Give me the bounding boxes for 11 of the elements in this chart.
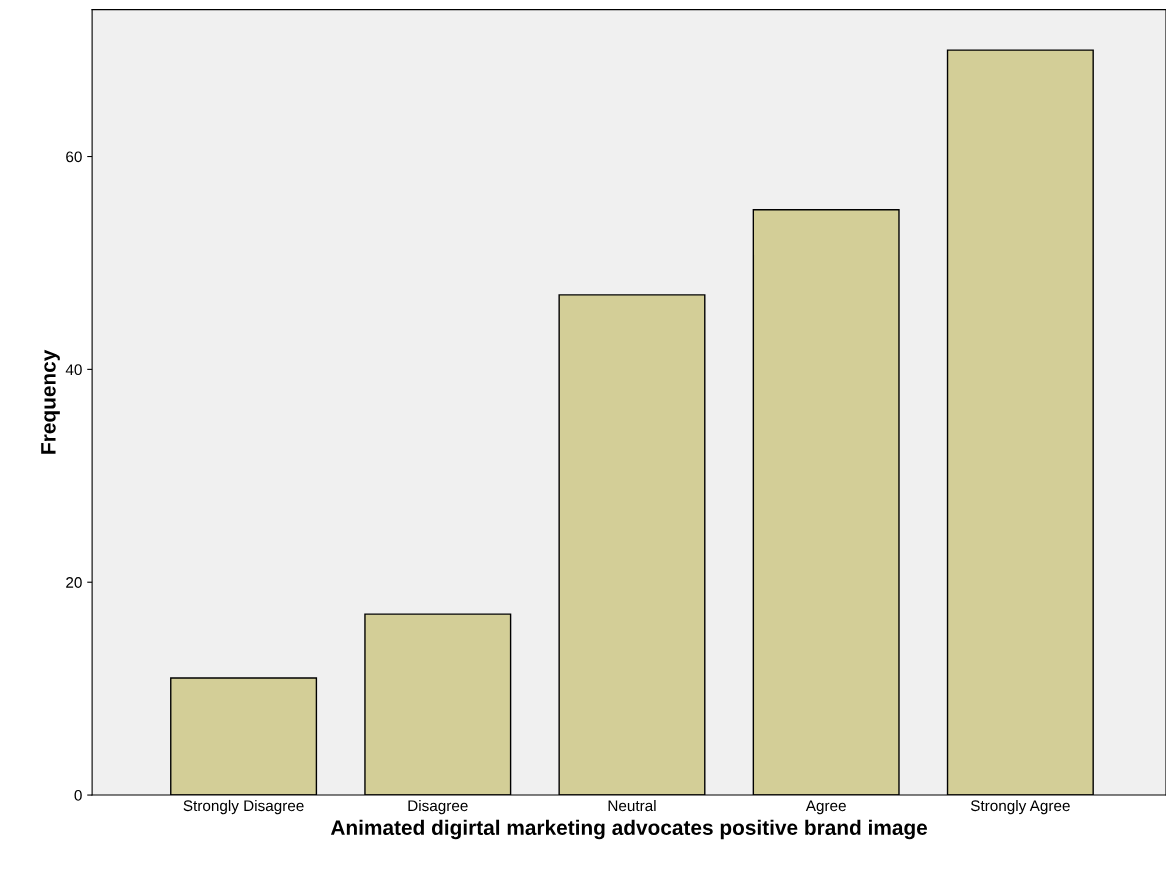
x-tick-label: Strongly Disagree — [183, 799, 304, 815]
x-axis-title: Animated digirtal marketing advocates positive brand image — [330, 819, 928, 840]
y-tick-label: 20 — [66, 577, 82, 588]
y-tick-label: 0 — [74, 789, 82, 801]
y-tick-label: 60 — [66, 151, 82, 163]
x-tick-label: Neutral — [608, 799, 656, 812]
x-tick-label: Disagree — [408, 799, 468, 815]
y-tick-label: 40 — [65, 364, 82, 376]
x-tick-label: Agree — [805, 800, 846, 815]
x-tick-label: Strongly Agree — [970, 799, 1070, 815]
y-axis-title: Frequency — [41, 349, 60, 454]
